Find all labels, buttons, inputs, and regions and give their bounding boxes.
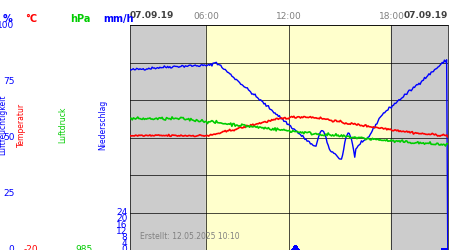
Bar — [443, 248, 446, 250]
Text: Niederschlag: Niederschlag — [98, 100, 107, 150]
Bar — [294, 245, 296, 250]
Text: 16: 16 — [116, 220, 127, 230]
Bar — [296, 246, 298, 250]
Bar — [291, 249, 293, 250]
Text: 25: 25 — [3, 189, 14, 198]
Text: 24: 24 — [116, 208, 127, 217]
Text: 07.09.19: 07.09.19 — [130, 11, 175, 20]
Bar — [298, 249, 301, 250]
Text: 8: 8 — [122, 233, 127, 242]
Text: 50: 50 — [3, 133, 14, 142]
Text: 12:00: 12:00 — [276, 12, 302, 21]
Text: -20: -20 — [23, 246, 38, 250]
Text: °C: °C — [25, 14, 37, 24]
Text: 985: 985 — [75, 246, 92, 250]
Text: 4: 4 — [122, 239, 127, 248]
Bar — [446, 248, 448, 250]
Text: 100: 100 — [0, 20, 14, 30]
Text: 06:00: 06:00 — [193, 12, 219, 21]
Text: 0: 0 — [9, 246, 14, 250]
Bar — [392, 25, 448, 250]
Text: hPa: hPa — [70, 14, 90, 24]
Bar — [441, 248, 443, 250]
Text: Erstellt: 12.05.2025 10:10: Erstellt: 12.05.2025 10:10 — [140, 232, 239, 241]
Text: 20: 20 — [116, 214, 127, 223]
Text: 0: 0 — [122, 246, 127, 250]
Text: Luftdruck: Luftdruck — [58, 107, 68, 143]
Bar — [130, 25, 206, 250]
Text: 12: 12 — [116, 227, 127, 236]
Bar — [442, 248, 445, 250]
Text: mm/h: mm/h — [104, 14, 134, 24]
Bar — [293, 246, 295, 250]
Bar — [445, 248, 447, 250]
Bar — [292, 248, 294, 250]
Text: %: % — [2, 14, 12, 24]
Text: 18:00: 18:00 — [378, 12, 405, 21]
Bar — [297, 248, 299, 250]
Text: Luftfeuchtigkeit: Luftfeuchtigkeit — [0, 95, 7, 155]
Bar — [206, 25, 392, 250]
Text: 07.09.19: 07.09.19 — [403, 11, 448, 20]
Text: 75: 75 — [3, 77, 14, 86]
Text: Temperatur: Temperatur — [17, 103, 26, 147]
Bar — [295, 245, 297, 250]
